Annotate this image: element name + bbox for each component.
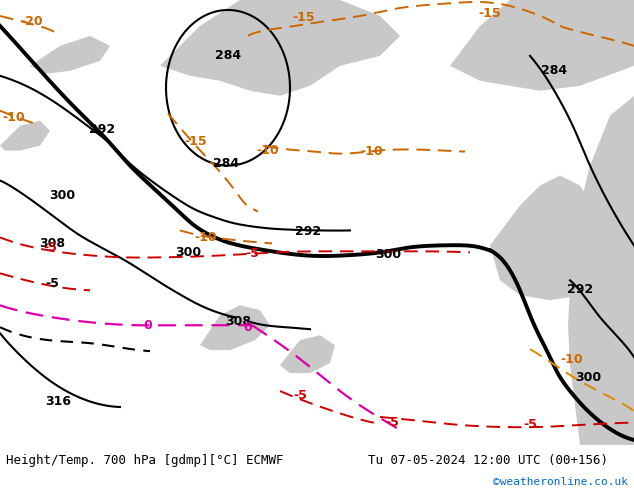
Text: 292: 292: [567, 283, 593, 296]
Text: -15: -15: [479, 7, 501, 21]
Text: -5: -5: [523, 418, 537, 432]
Polygon shape: [490, 175, 610, 300]
Text: 308: 308: [225, 315, 251, 328]
Text: 300: 300: [575, 370, 601, 384]
Text: 316: 316: [45, 394, 71, 408]
Polygon shape: [200, 305, 270, 350]
Text: -10: -10: [257, 144, 280, 157]
Polygon shape: [30, 36, 110, 74]
Text: -20: -20: [21, 16, 43, 28]
Text: 300: 300: [375, 248, 401, 261]
Polygon shape: [0, 121, 50, 150]
Text: -10: -10: [361, 145, 384, 158]
Text: 300: 300: [49, 189, 75, 202]
Text: 284: 284: [541, 64, 567, 77]
Text: Tu 07-05-2024 12:00 UTC (00+156): Tu 07-05-2024 12:00 UTC (00+156): [368, 454, 608, 467]
Text: 300: 300: [175, 246, 201, 259]
Text: 292: 292: [89, 123, 115, 136]
Polygon shape: [280, 335, 335, 373]
Text: -15: -15: [293, 11, 315, 24]
Text: -10: -10: [195, 231, 217, 244]
Text: 0: 0: [243, 321, 252, 334]
Text: 284: 284: [215, 49, 241, 62]
Text: -10: -10: [560, 353, 583, 366]
Text: -5: -5: [385, 416, 399, 429]
Text: -10: -10: [3, 111, 25, 124]
Polygon shape: [450, 0, 634, 91]
Text: 284: 284: [213, 157, 239, 170]
Text: -5: -5: [45, 277, 59, 290]
Polygon shape: [290, 26, 360, 66]
Text: ©weatheronline.co.uk: ©weatheronline.co.uk: [493, 477, 628, 487]
Text: -5: -5: [43, 241, 57, 254]
Text: 292: 292: [295, 225, 321, 238]
Text: -15: -15: [184, 135, 207, 148]
Text: -5: -5: [245, 247, 259, 260]
Polygon shape: [160, 0, 400, 96]
Text: 0: 0: [144, 318, 152, 332]
Text: -5: -5: [293, 389, 307, 401]
Text: 308: 308: [39, 237, 65, 250]
Polygon shape: [568, 96, 634, 445]
Text: Height/Temp. 700 hPa [gdmp][°C] ECMWF: Height/Temp. 700 hPa [gdmp][°C] ECMWF: [6, 454, 284, 467]
